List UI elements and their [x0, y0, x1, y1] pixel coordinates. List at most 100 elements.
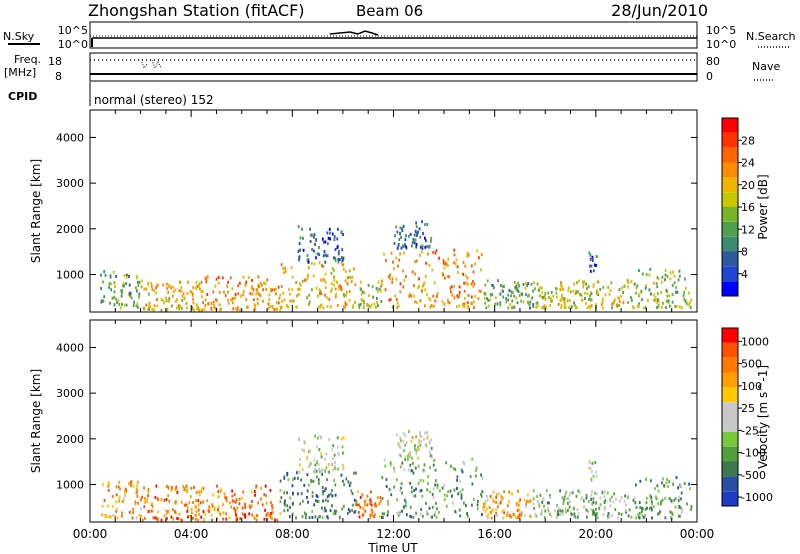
- velocity-cell-0: [104, 514, 107, 518]
- velocity-cell-7: [482, 508, 485, 512]
- velocity-cell-8: [574, 515, 577, 519]
- velocity-cell-9: [591, 470, 593, 474]
- velocity-cell-7: [511, 492, 514, 496]
- power-cell-2: [237, 284, 240, 288]
- velocity-cell-1: [260, 486, 262, 490]
- power-cell-8: [510, 290, 513, 294]
- power-cell-2: [255, 288, 258, 292]
- power-cell-11: [657, 305, 660, 308]
- power-cell-2: [261, 283, 263, 287]
- power-cell-8: [490, 292, 492, 296]
- velocity-cell-8: [577, 489, 580, 493]
- power-cell-6: [458, 294, 461, 298]
- power-cell-9: [536, 282, 539, 286]
- velocity-cell-0: [107, 480, 110, 484]
- velocity-cell-10: [670, 499, 673, 503]
- power-cell-11: [635, 291, 638, 295]
- velocity-cell-2: [334, 493, 337, 497]
- power-cell-7: [405, 234, 407, 238]
- power-cell-6: [451, 293, 454, 297]
- power-cell-2: [242, 275, 245, 279]
- power-cell-2: [253, 298, 255, 302]
- power-cell-8: [529, 306, 531, 310]
- velocity-cell-1: [223, 492, 226, 496]
- power-cell-1: [171, 294, 174, 298]
- power-cell-9: [627, 280, 629, 284]
- velocity-cell-4: [358, 515, 361, 519]
- power-cell-4: [328, 227, 331, 231]
- power-cell-6: [467, 304, 470, 308]
- velocity-cell-2: [328, 493, 330, 497]
- velocity-cell-1: [210, 513, 213, 517]
- power-cell-4: [309, 227, 311, 231]
- velocity-cell-10: [650, 495, 652, 499]
- velocity-cell-1: [163, 498, 166, 502]
- power-cell-1: [202, 301, 204, 304]
- power-cell-2: [242, 293, 244, 297]
- power-cell-3: [295, 305, 298, 309]
- velocity-cell-8: [611, 495, 613, 499]
- velocity-cell-0: [115, 485, 118, 489]
- power-cell-11: [638, 293, 640, 297]
- velocity-cell-1: [152, 516, 155, 520]
- velocity-cell-8: [627, 514, 630, 518]
- power-cell-4: [337, 252, 340, 256]
- velocity-cell-8: [568, 493, 571, 497]
- velocity-cell-6: [403, 449, 405, 453]
- power-cell-8: [516, 283, 518, 287]
- power-cell-8: [526, 283, 529, 287]
- velocity-cell-2: [279, 479, 282, 483]
- velocity-cell-3: [336, 445, 339, 449]
- velocity-cell-2: [306, 495, 308, 499]
- power-cell-7: [395, 225, 398, 229]
- velocity-cell-2: [333, 509, 336, 513]
- power-cell-3: [336, 303, 339, 307]
- velocity-cell-2: [347, 508, 350, 512]
- power-cell-6: [463, 296, 466, 300]
- power-cell-10: [589, 253, 592, 257]
- velocity-cell-4: [361, 493, 364, 497]
- power-cell-2: [245, 280, 248, 284]
- velocity-cell-5: [404, 504, 407, 508]
- power-cell-6: [442, 259, 445, 262]
- velocity-cell-6: [405, 441, 408, 445]
- power-cell-3: [287, 305, 290, 309]
- power-cell-1: [181, 294, 184, 298]
- velocity-cell-10: [679, 514, 681, 518]
- velocity-cell-10: [635, 483, 637, 487]
- velocity-cell-5: [399, 489, 402, 493]
- power-cell-9: [544, 291, 547, 295]
- power-cell-3: [301, 279, 304, 283]
- power-cell-11: [664, 269, 667, 272]
- power-cell-6: [479, 268, 482, 272]
- power-cell-9: [541, 305, 544, 309]
- power-cell-6: [447, 298, 449, 302]
- power-cell-5: [369, 305, 372, 309]
- velocity-cell-1: [195, 505, 197, 509]
- velocity-cell-5: [445, 504, 448, 508]
- power-cell-4: [322, 254, 325, 258]
- velocity-cell-8: [582, 499, 585, 503]
- cpid-label: CPID: [8, 90, 37, 103]
- velocity-ytick-label: 4000: [56, 341, 84, 354]
- velocity-cell-2: [289, 505, 291, 509]
- velocity-cell-1: [148, 509, 151, 513]
- velocity-cell-5: [459, 514, 462, 518]
- power-cell-4: [342, 256, 345, 260]
- velocity-cell-0: [101, 504, 104, 508]
- power-cell-2: [257, 275, 260, 279]
- velocity-cell-2: [353, 510, 356, 514]
- power-cell-7: [402, 224, 405, 228]
- velocity-colorbar-tick-label: -500: [741, 469, 766, 482]
- velocity-cell-5: [419, 512, 422, 516]
- power-cell-2: [226, 284, 229, 288]
- power-cell-4: [307, 260, 310, 264]
- velocity-cell-2: [321, 506, 323, 510]
- power-cell-6: [402, 269, 404, 273]
- velocity-cell-3: [332, 468, 335, 472]
- power-cell-8: [483, 296, 486, 300]
- velocity-cell-7: [492, 498, 494, 502]
- power-cell-0: [133, 300, 135, 304]
- power-cell-1: [168, 283, 171, 287]
- velocity-cell-10: [664, 516, 667, 520]
